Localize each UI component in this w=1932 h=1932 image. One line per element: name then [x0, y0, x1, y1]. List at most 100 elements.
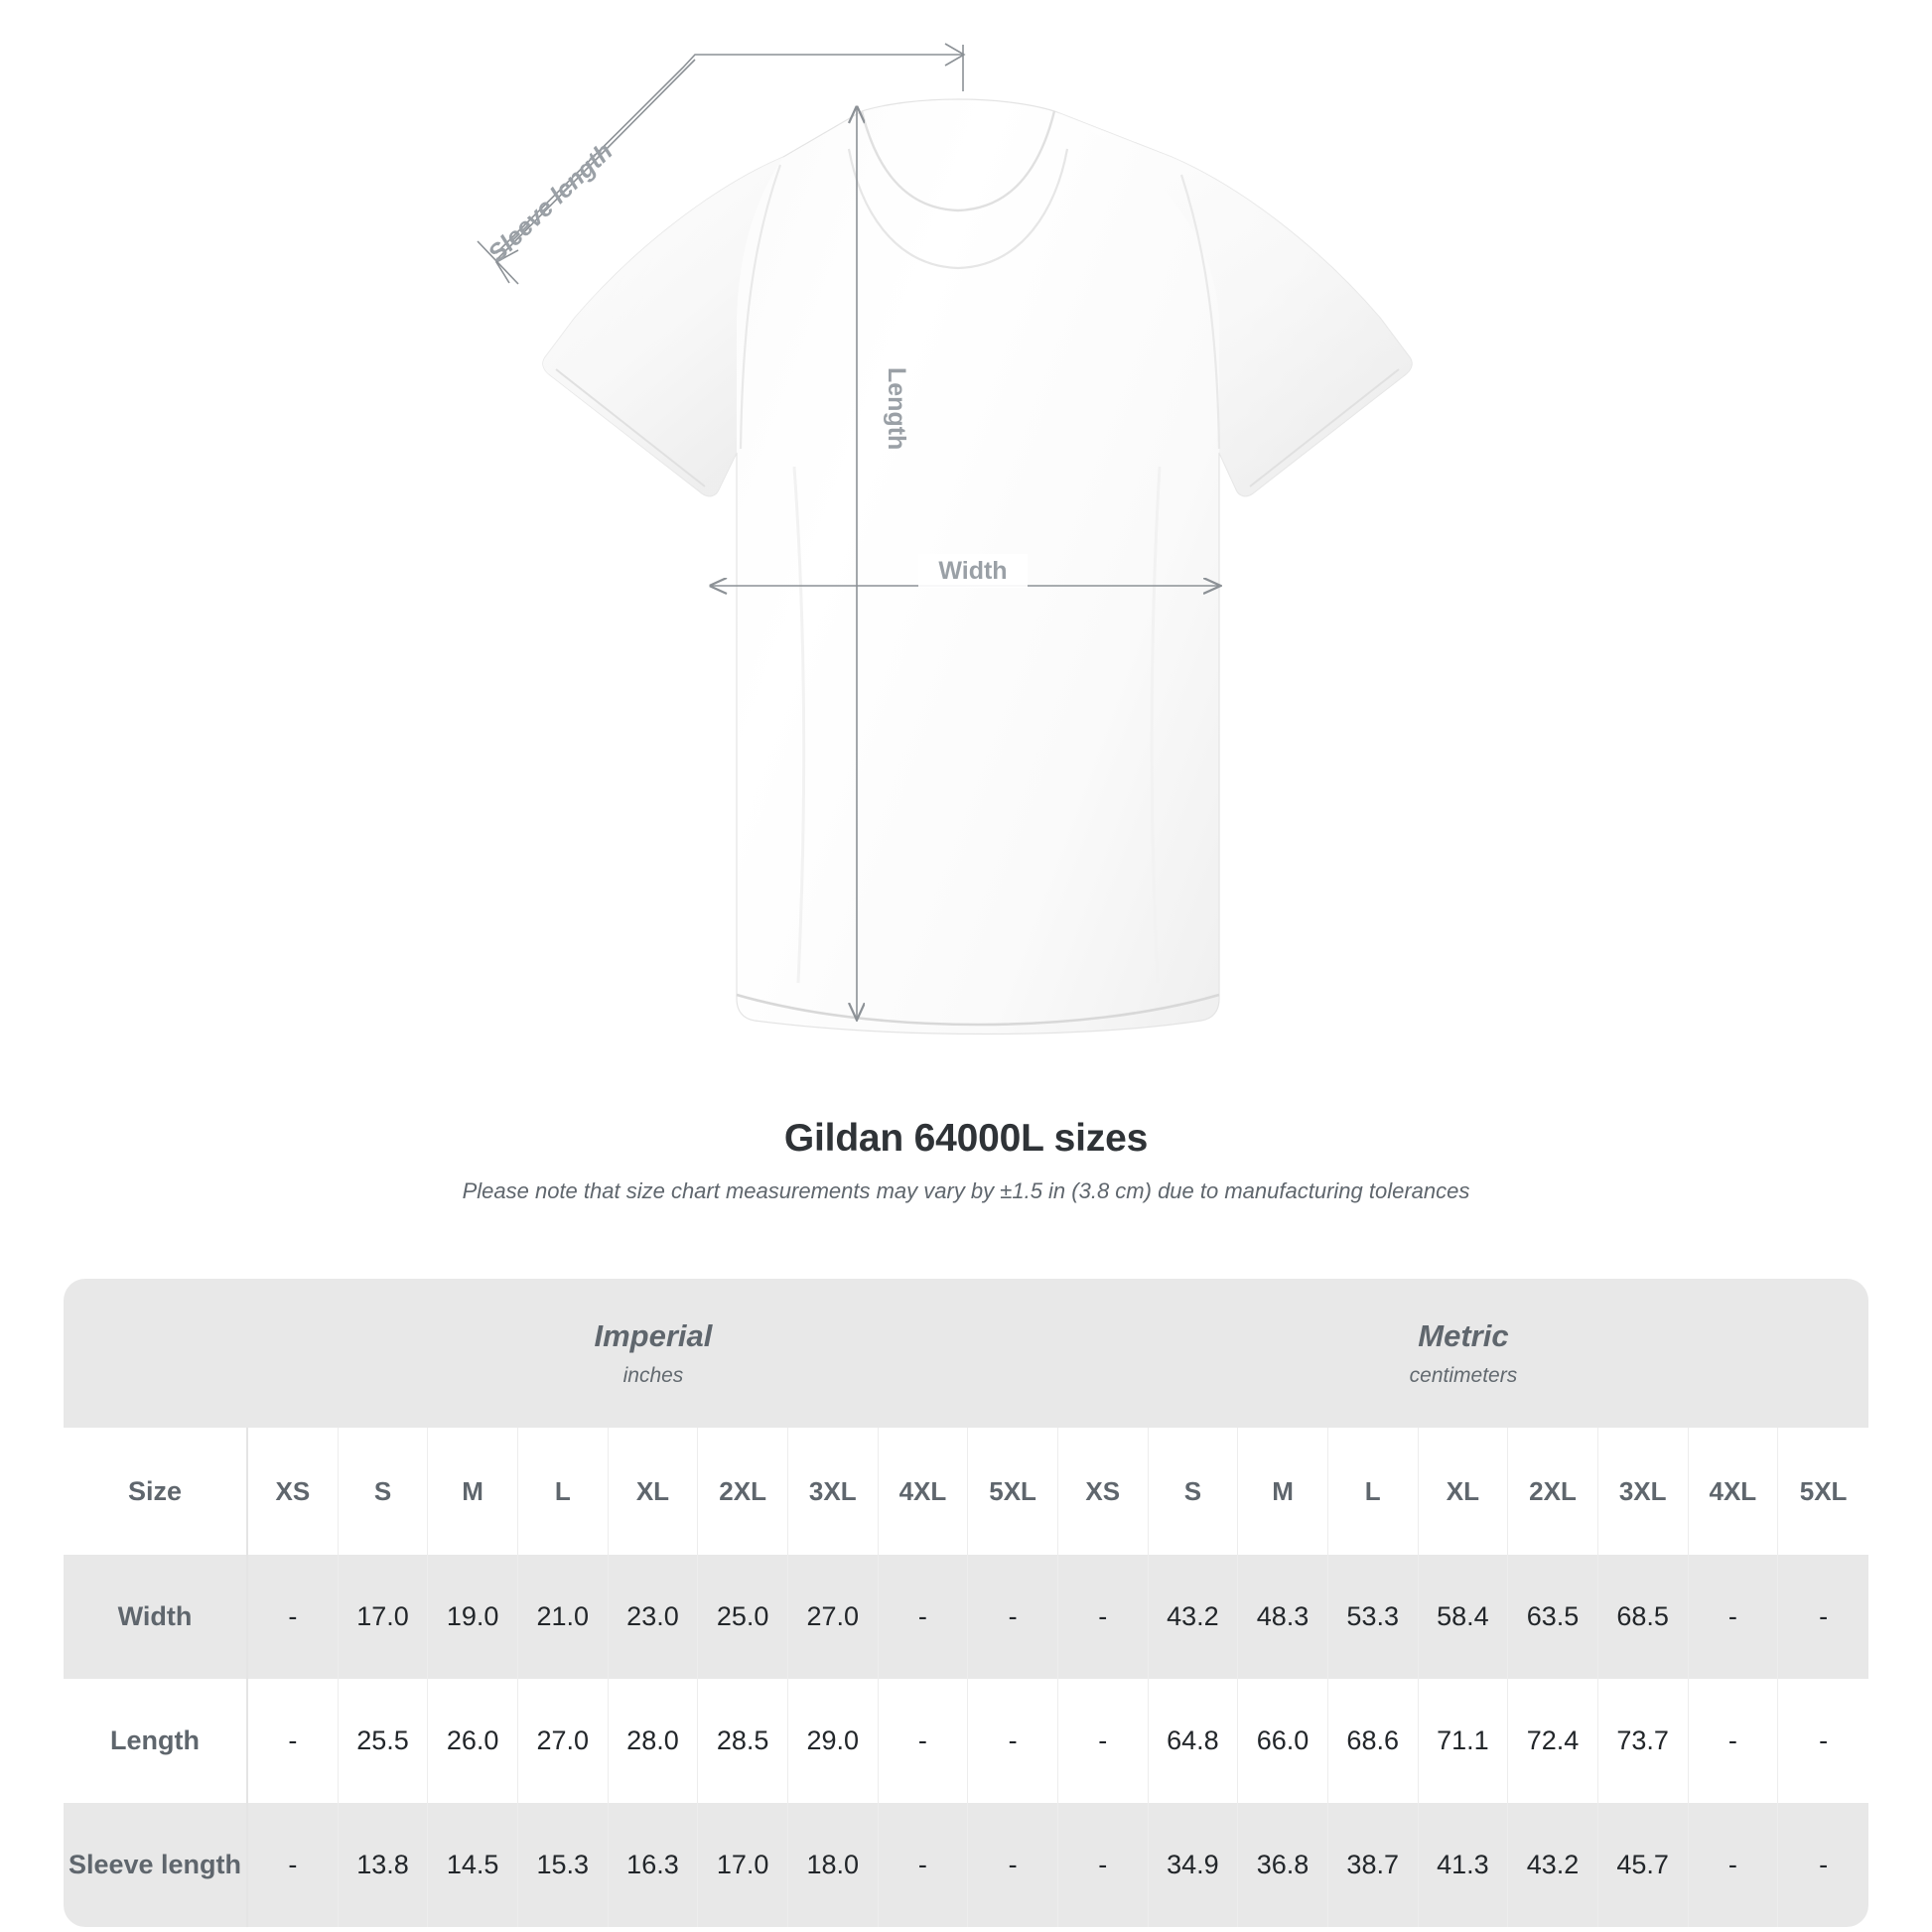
cell-length-imp-4: 28.0	[608, 1679, 699, 1803]
cell-length-imp-6: 29.0	[787, 1679, 879, 1803]
size-col-imperial-2xl: 2XL	[698, 1428, 788, 1555]
tshirt-diagram-svg: Sleeve length Length Width	[477, 43, 1413, 1035]
cell-width-met-7: -	[1688, 1555, 1779, 1679]
cell-width-imp-1: 17.0	[338, 1555, 429, 1679]
cell-width-imp-8: -	[968, 1555, 1058, 1679]
cell-length-imp-8: -	[968, 1679, 1058, 1803]
sleeve-length-label: Sleeve length	[483, 138, 618, 268]
cell-sleeve-imp-8: -	[968, 1803, 1058, 1927]
cell-length-met-7: -	[1688, 1679, 1779, 1803]
cell-width-met-8: -	[1778, 1555, 1868, 1679]
sleeve-measure-line	[495, 59, 696, 261]
cell-sleeve-imp-7: -	[878, 1803, 969, 1927]
cell-width-imp-7: -	[878, 1555, 969, 1679]
cell-sleeve-imp-0: -	[248, 1803, 339, 1927]
left-cuff-hem	[555, 368, 706, 487]
size-header-row: Size XS S M L XL 2XL 3XL 4XL 5XL XS S M …	[64, 1428, 1868, 1555]
row-label-width: Width	[64, 1555, 248, 1679]
cell-sleeve-met-1: 34.9	[1148, 1803, 1239, 1927]
sleeve-arrowhead-top	[944, 43, 966, 67]
left-sleeve-shade	[542, 157, 783, 496]
cell-sleeve-imp-6: 18.0	[787, 1803, 879, 1927]
cell-sleeve-imp-1: 13.8	[338, 1803, 429, 1927]
cell-width-imp-5: 25.0	[698, 1555, 788, 1679]
cell-length-met-4: 71.1	[1418, 1679, 1509, 1803]
size-col-metric-4xl: 4XL	[1688, 1428, 1779, 1555]
cell-width-imp-2: 19.0	[428, 1555, 518, 1679]
cell-width-met-2: 48.3	[1238, 1555, 1328, 1679]
cell-sleeve-met-3: 38.7	[1327, 1803, 1419, 1927]
right-sleeve-shade	[1054, 111, 1413, 496]
right-cuff-hem	[1249, 368, 1400, 487]
size-col-metric-5xl: 5XL	[1778, 1428, 1868, 1555]
row-label-sleeve-length: Sleeve length	[64, 1803, 248, 1927]
length-dimension: Length	[857, 107, 910, 1019]
size-header-label: Size	[64, 1428, 248, 1555]
collar-inner	[847, 148, 1069, 270]
size-col-metric-xl: XL	[1418, 1428, 1509, 1555]
fabric-fold-left	[792, 466, 806, 984]
cell-sleeve-imp-4: 16.3	[608, 1803, 699, 1927]
cell-length-imp-1: 25.5	[338, 1679, 429, 1803]
size-col-imperial-3xl: 3XL	[787, 1428, 879, 1555]
cell-sleeve-met-2: 36.8	[1238, 1803, 1328, 1927]
width-label: Width	[938, 557, 1007, 585]
size-table-container: Imperial inches Metric centimeters Size …	[64, 1279, 1868, 1927]
unit-group-imperial: Imperial inches	[248, 1279, 1058, 1428]
cell-length-met-0: -	[1057, 1679, 1149, 1803]
table-row: Sleeve length - 13.8 14.5 15.3 16.3 17.0…	[64, 1803, 1868, 1927]
size-col-metric-xs: XS	[1057, 1428, 1149, 1555]
size-col-imperial-l: L	[517, 1428, 609, 1555]
size-col-metric-m: M	[1238, 1428, 1328, 1555]
page-title: Gildan 64000L sizes	[783, 1117, 1149, 1160]
unit-group-metric-sub: centimeters	[1409, 1364, 1518, 1387]
cell-sleeve-imp-3: 15.3	[517, 1803, 609, 1927]
size-col-imperial-4xl: 4XL	[878, 1428, 969, 1555]
unit-group-metric-name: Metric	[1418, 1318, 1509, 1353]
bottom-hem	[736, 993, 1220, 1027]
cell-sleeve-met-6: 45.7	[1597, 1803, 1689, 1927]
cell-sleeve-met-0: -	[1057, 1803, 1149, 1927]
cell-length-imp-5: 28.5	[698, 1679, 788, 1803]
cell-width-imp-4: 23.0	[608, 1555, 699, 1679]
left-sleeve-seam	[739, 164, 782, 450]
cell-sleeve-met-8: -	[1778, 1803, 1868, 1927]
table-row: Width - 17.0 19.0 21.0 23.0 25.0 27.0 - …	[64, 1555, 1868, 1679]
unit-group-imperial-name: Imperial	[594, 1318, 713, 1353]
cell-length-imp-7: -	[878, 1679, 969, 1803]
cell-width-met-3: 53.3	[1327, 1555, 1419, 1679]
cell-length-imp-3: 27.0	[517, 1679, 609, 1803]
cell-sleeve-met-4: 41.3	[1418, 1803, 1509, 1927]
sleeve-cuff-tick	[477, 240, 519, 285]
cell-width-met-5: 63.5	[1508, 1555, 1598, 1679]
size-col-imperial-5xl: 5XL	[968, 1428, 1058, 1555]
cell-width-met-4: 58.4	[1418, 1555, 1509, 1679]
width-dimension: Width	[711, 554, 1219, 588]
cell-length-met-2: 66.0	[1238, 1679, 1328, 1803]
cell-width-imp-6: 27.0	[787, 1555, 879, 1679]
size-col-metric-3xl: 3XL	[1597, 1428, 1689, 1555]
table-row: Length - 25.5 26.0 27.0 28.0 28.5 29.0 -…	[64, 1679, 1868, 1803]
cell-length-met-8: -	[1778, 1679, 1868, 1803]
unit-group-imperial-sub: inches	[622, 1364, 684, 1387]
cell-length-imp-2: 26.0	[428, 1679, 518, 1803]
garment-measurement-diagram: Sleeve length Length Width	[477, 43, 1413, 1035]
fabric-fold-right	[1150, 466, 1162, 984]
size-col-imperial-xs: XS	[248, 1428, 339, 1555]
row-label-length: Length	[64, 1679, 248, 1803]
chart-heading: Gildan 64000L sizes Please note that siz…	[0, 1117, 1932, 1204]
right-sleeve-seam	[1179, 174, 1221, 450]
cell-length-met-5: 72.4	[1508, 1679, 1598, 1803]
cell-sleeve-imp-2: 14.5	[428, 1803, 518, 1927]
size-col-metric-l: L	[1327, 1428, 1419, 1555]
collar-outer	[860, 110, 1056, 212]
cell-sleeve-met-7: -	[1688, 1803, 1779, 1927]
cell-width-met-6: 68.5	[1597, 1555, 1689, 1679]
cell-length-met-3: 68.6	[1327, 1679, 1419, 1803]
tolerance-note: Please note that size chart measurements…	[462, 1178, 1470, 1203]
size-col-imperial-m: M	[428, 1428, 518, 1555]
size-col-metric-s: S	[1148, 1428, 1239, 1555]
cell-width-imp-3: 21.0	[517, 1555, 609, 1679]
size-chart-table: Imperial inches Metric centimeters Size …	[64, 1279, 1868, 1927]
